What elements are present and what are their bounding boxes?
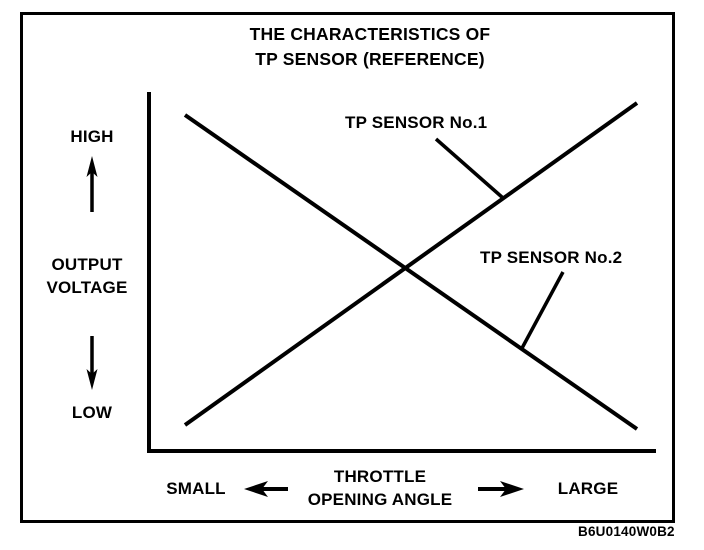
y-axis-low-label: LOW	[71, 403, 113, 422]
y-axis-high-label: HIGH	[70, 127, 114, 146]
y-axis-title: OUTPUT VOLTAGE	[46, 255, 128, 297]
x-axis-small-label: SMALL	[166, 479, 226, 498]
series-label-tp-sensor-no1: TP SENSOR No.1	[345, 113, 488, 132]
series-label-tp-sensor-no2: TP SENSOR No.2	[480, 248, 623, 267]
figure-title: THE CHARACTERISTICS OF TP SENSOR (REFERE…	[249, 24, 491, 69]
document-code: B6U0140W0B2	[578, 524, 675, 539]
x-axis-title: THROTTLE OPENING ANGLE	[307, 467, 453, 509]
x-axis-large-label: LARGE	[557, 479, 619, 498]
